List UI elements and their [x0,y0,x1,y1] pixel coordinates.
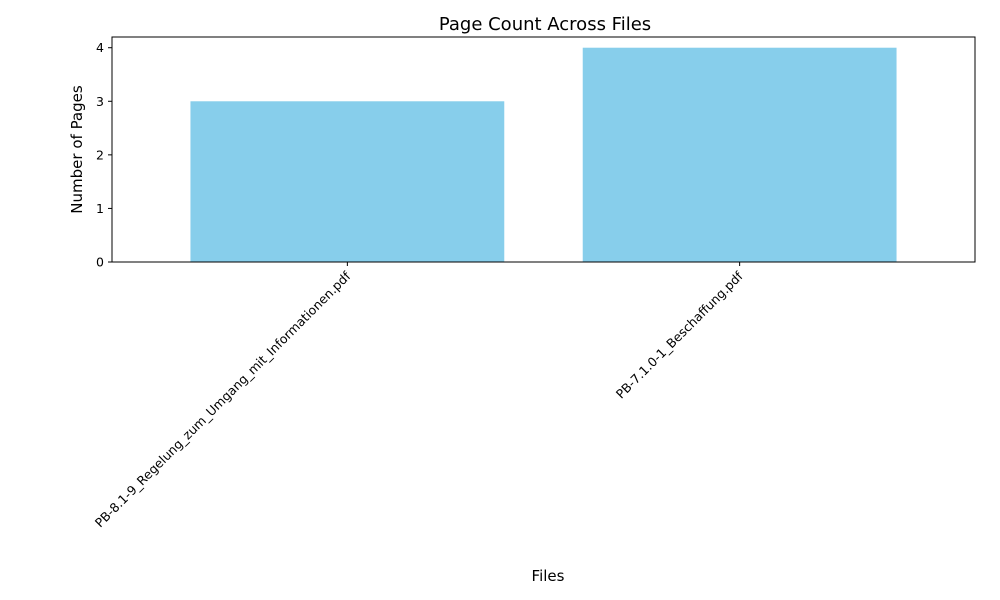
y-tick-label: 0 [96,255,104,270]
y-axis-label: Number of Pages [68,85,86,214]
x-tick-label: PB-8.1-9_Regelung_zum_Umgang_mit_Informa… [92,268,354,530]
y-axis-ticks: 0 1 2 3 4 [96,40,112,270]
bar-1 [582,47,897,262]
y-tick-label: 4 [96,40,104,55]
y-tick-label: 1 [96,201,104,216]
bar-0 [190,101,505,263]
x-axis-ticks: PB-8.1-9_Regelung_zum_Umgang_mit_Informa… [92,262,746,530]
x-tick-label: PB-7.1.0-1_Beschaffung.pdf [613,268,746,401]
plot-frame [111,36,976,263]
bars-group [190,47,897,263]
x-axis-label: Files [532,567,565,585]
chart-title: Page Count Across Files [439,14,651,35]
y-tick-label: 2 [96,147,104,162]
y-tick-label: 3 [96,94,104,109]
